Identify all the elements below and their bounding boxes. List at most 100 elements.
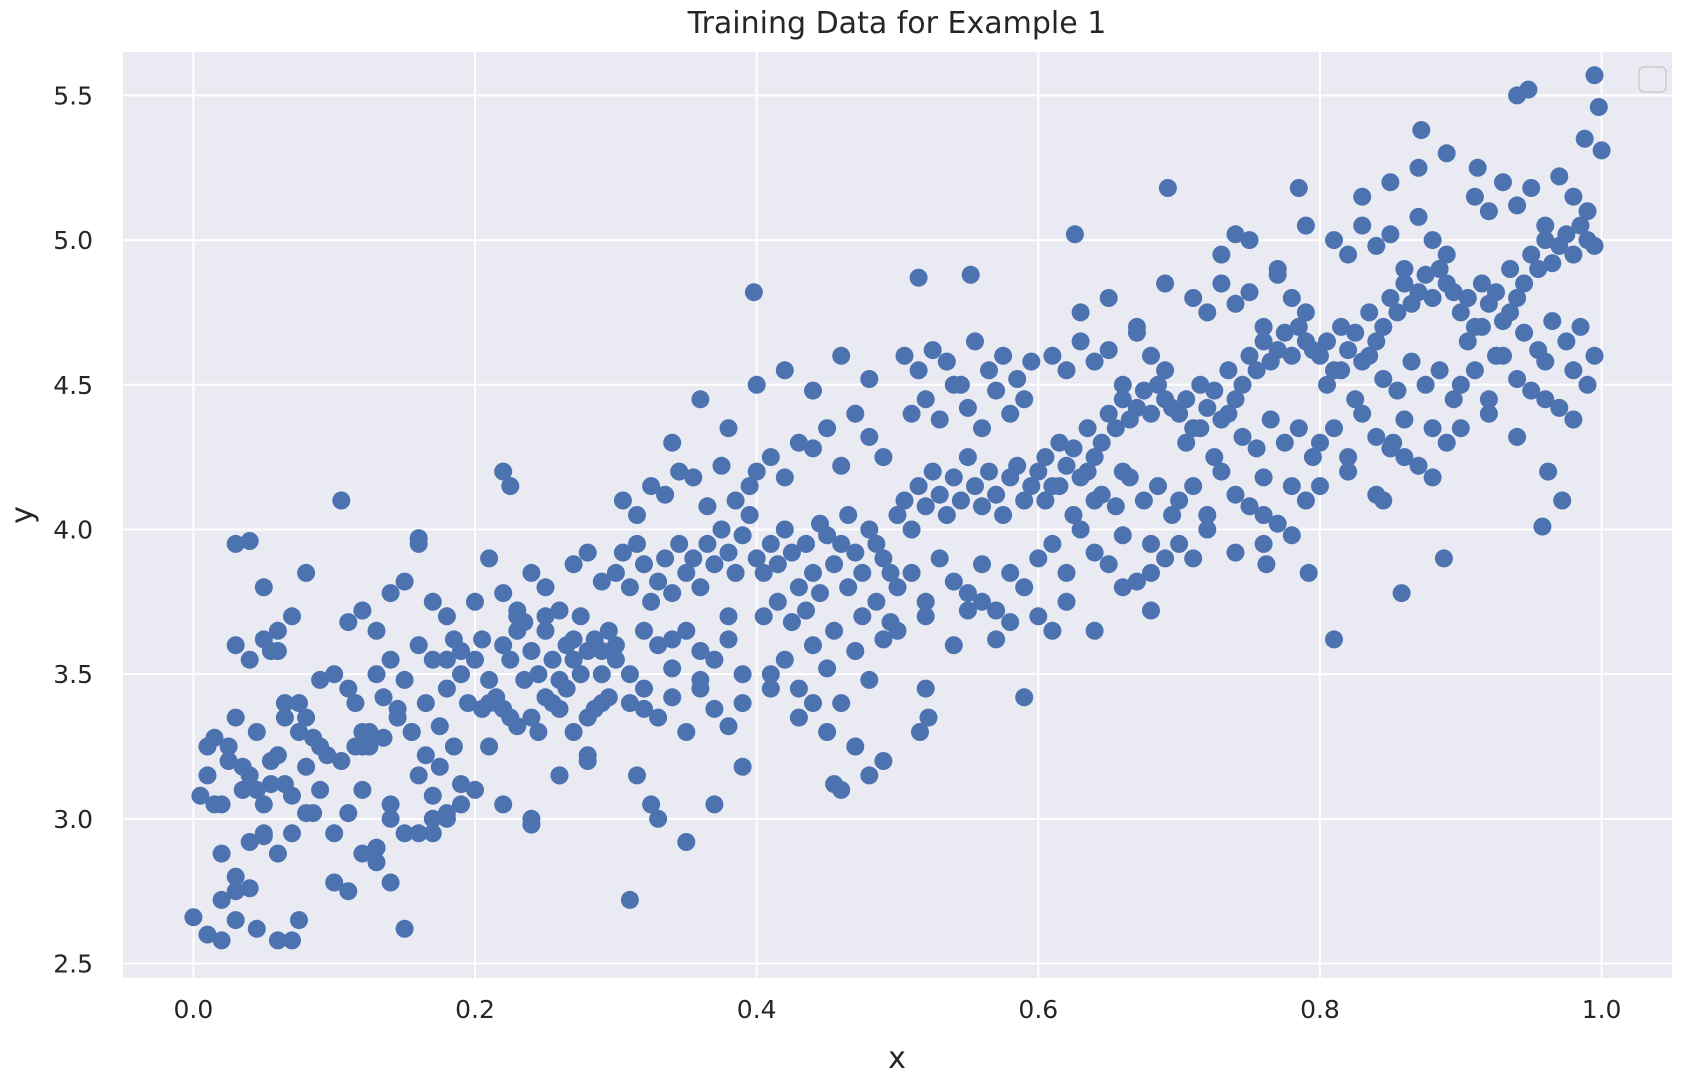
- data-point: [1001, 404, 1020, 423]
- data-point: [1543, 312, 1562, 331]
- data-point: [297, 757, 316, 776]
- data-point: [1501, 303, 1520, 322]
- data-point: [1268, 514, 1287, 533]
- data-point: [719, 543, 738, 562]
- data-point: [606, 636, 625, 655]
- data-point: [740, 477, 759, 496]
- data-point: [1553, 491, 1572, 510]
- data-point: [789, 708, 808, 727]
- data-point: [508, 621, 527, 640]
- data-point: [1134, 381, 1153, 400]
- data-point: [1543, 254, 1562, 273]
- data-point: [902, 404, 921, 423]
- data-point: [501, 650, 520, 669]
- data-point: [1134, 491, 1153, 510]
- data-point: [1564, 361, 1583, 380]
- data-point: [642, 795, 661, 814]
- data-point: [712, 456, 731, 475]
- data-point: [1501, 260, 1520, 278]
- data-point: [789, 433, 808, 452]
- data-point: [571, 607, 590, 626]
- y-tick-label: 5.0: [53, 226, 93, 255]
- data-point: [191, 786, 210, 805]
- data-point: [1536, 231, 1555, 250]
- data-point: [733, 694, 752, 713]
- data-point: [339, 679, 358, 698]
- data-point: [1416, 375, 1435, 394]
- data-point: [642, 592, 661, 611]
- data-point: [219, 752, 238, 770]
- data-point: [839, 578, 858, 597]
- data-point: [494, 636, 513, 655]
- data-point: [1367, 427, 1386, 446]
- data-point: [895, 346, 914, 365]
- data-point: [437, 650, 456, 669]
- data-point: [1339, 448, 1358, 467]
- data-point: [1085, 491, 1104, 510]
- data-point: [663, 630, 682, 649]
- data-point: [825, 555, 844, 574]
- data-point: [536, 607, 555, 626]
- data-point: [635, 699, 653, 718]
- data-point: [226, 534, 245, 553]
- data-point: [1106, 419, 1125, 438]
- data-point: [754, 607, 773, 626]
- data-point: [466, 592, 484, 611]
- data-point: [944, 636, 963, 655]
- data-point: [1409, 158, 1428, 177]
- data-point: [360, 723, 379, 741]
- data-point: [367, 853, 386, 872]
- data-point: [1085, 543, 1104, 562]
- data-point: [1177, 390, 1196, 409]
- data-point: [919, 708, 938, 727]
- data-point: [1198, 303, 1217, 322]
- data-point: [677, 621, 696, 640]
- data-point: [930, 410, 949, 429]
- data-point: [1296, 303, 1315, 322]
- data-point: [395, 572, 414, 591]
- data-point: [958, 601, 977, 620]
- data-point: [1085, 352, 1104, 371]
- data-point: [374, 728, 393, 747]
- data-point: [212, 844, 231, 863]
- data-point: [536, 621, 555, 640]
- data-point: [663, 688, 682, 707]
- data-point: [1219, 404, 1238, 423]
- data-point: [1064, 506, 1083, 524]
- data-point: [663, 433, 682, 452]
- data-point: [691, 578, 710, 597]
- data-point: [564, 650, 583, 669]
- data-point: [522, 815, 541, 834]
- data-point: [1113, 462, 1132, 481]
- data-point: [416, 694, 435, 713]
- y-tick-label: 4.0: [53, 515, 93, 544]
- data-point: [916, 390, 935, 409]
- data-point: [353, 737, 372, 756]
- data-point: [909, 268, 928, 287]
- data-point: [1254, 317, 1273, 336]
- data-point: [388, 708, 407, 727]
- data-point: [430, 757, 449, 776]
- data-point: [1226, 294, 1245, 313]
- data-point: [1296, 216, 1315, 235]
- data-point: [1170, 534, 1189, 553]
- data-point: [1191, 375, 1210, 394]
- data-point: [1085, 621, 1104, 640]
- y-axis-label: y: [5, 506, 40, 524]
- data-point: [409, 824, 428, 843]
- data-point: [670, 462, 689, 481]
- data-point: [744, 283, 763, 302]
- data-point: [212, 890, 231, 909]
- data-point: [705, 795, 724, 814]
- data-point: [452, 642, 470, 660]
- data-point: [1529, 260, 1548, 278]
- data-point: [620, 694, 639, 713]
- data-point: [1388, 303, 1407, 322]
- data-point: [275, 708, 294, 727]
- data-point: [818, 526, 837, 545]
- data-point: [712, 520, 731, 539]
- data-point: [761, 665, 780, 684]
- data-point: [1539, 462, 1558, 481]
- data-point: [564, 555, 583, 574]
- data-point: [1057, 563, 1076, 582]
